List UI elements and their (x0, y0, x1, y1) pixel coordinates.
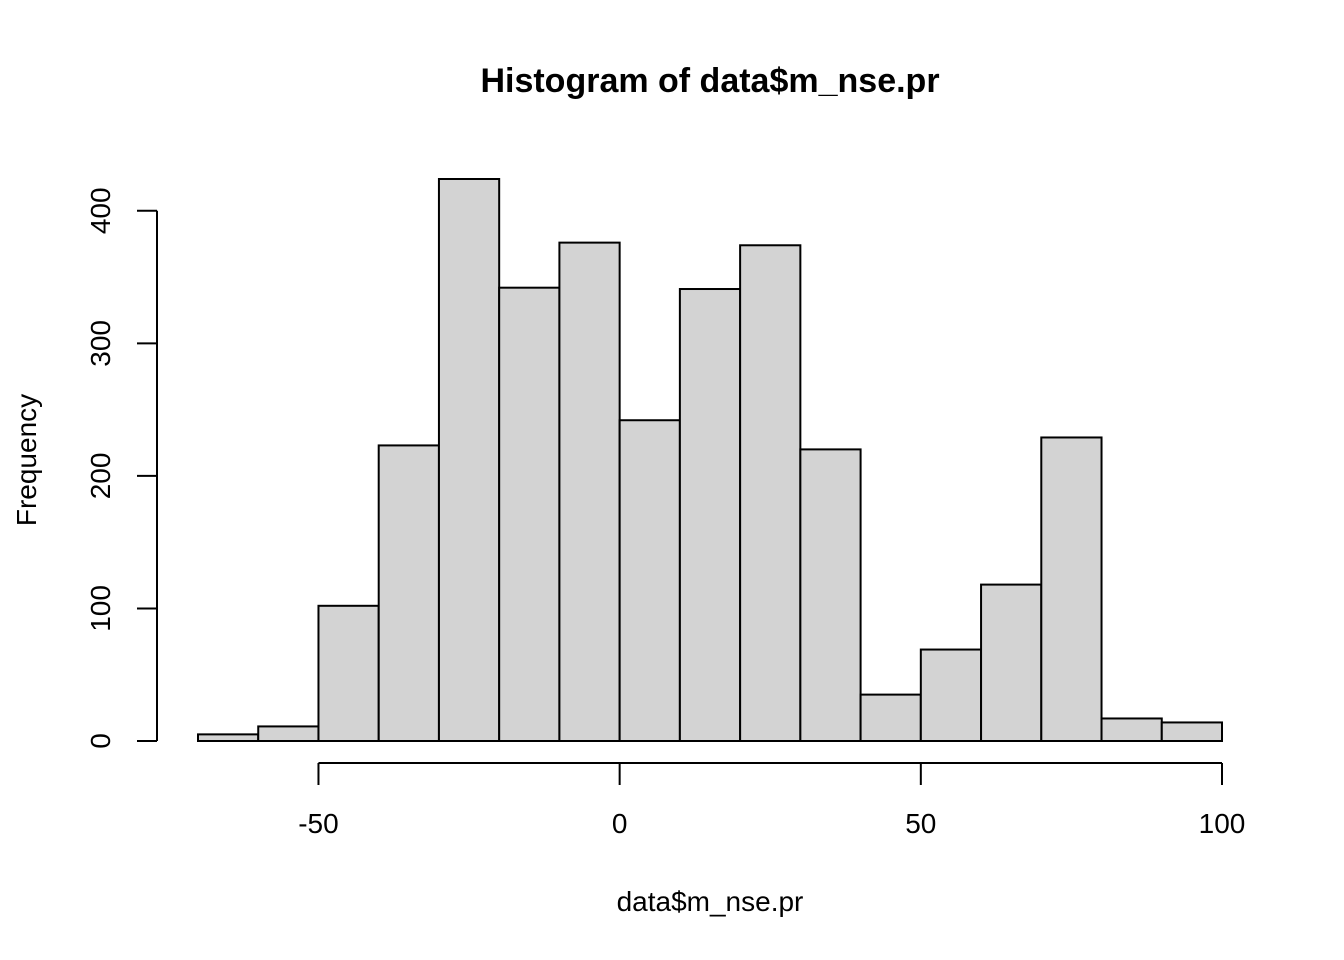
histogram-bar (618, 419, 681, 742)
histogram-bar (1100, 717, 1163, 742)
x-tick-label: -50 (298, 808, 338, 839)
histogram-bar (799, 448, 862, 742)
y-tick-label: 0 (85, 733, 116, 749)
y-axis-label: Frequency (11, 394, 42, 526)
histogram-bar (558, 241, 621, 742)
histogram-bar (1040, 436, 1103, 742)
histogram-bar (317, 604, 380, 742)
x-tick-label: 100 (1199, 808, 1246, 839)
histogram-bar (498, 286, 561, 742)
histogram-bar (1160, 721, 1223, 743)
histogram-bar (919, 648, 983, 743)
x-axis: -50 0 50 100 (298, 762, 1246, 839)
x-tick-label: 50 (905, 808, 936, 839)
histogram-bar (257, 725, 320, 742)
y-axis: 0 100 200 300 400 (85, 187, 158, 749)
y-tick-label: 400 (85, 187, 116, 234)
y-tick-label: 100 (85, 585, 116, 632)
y-tick-label: 300 (85, 320, 116, 367)
y-tick-label: 200 (85, 453, 116, 500)
bars-group (197, 178, 1223, 743)
histogram-bar (859, 693, 922, 743)
histogram-bar (377, 444, 440, 742)
histogram-bar (678, 288, 742, 742)
x-axis-label: data$m_nse.pr (617, 886, 804, 917)
histogram-bar (739, 244, 802, 742)
histogram-bar (197, 733, 260, 742)
histogram-bar (437, 178, 501, 742)
chart-title: Histogram of data$m_nse.pr (480, 62, 939, 100)
histogram-bar (980, 583, 1043, 743)
x-tick-label: 0 (612, 808, 628, 839)
